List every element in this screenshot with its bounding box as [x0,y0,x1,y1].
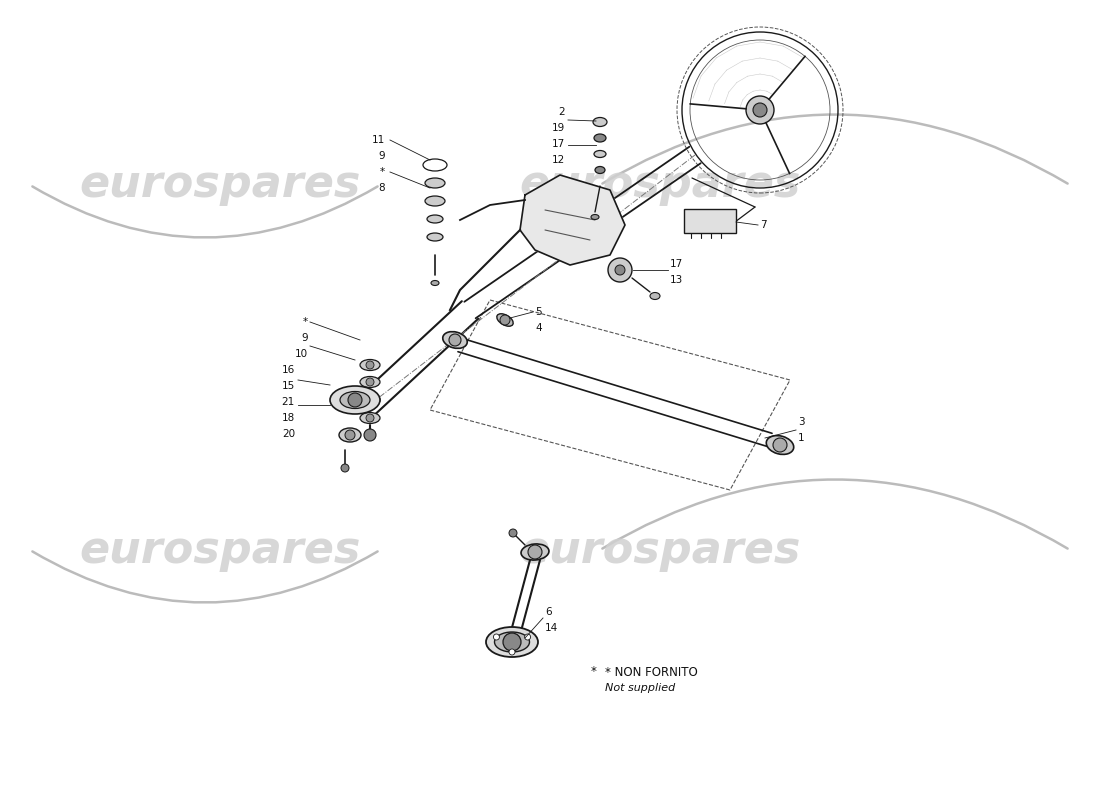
Text: 2: 2 [559,107,565,117]
Circle shape [773,438,786,452]
Text: 19: 19 [552,123,565,133]
Ellipse shape [330,386,380,414]
Text: *: * [302,317,308,327]
Text: 17: 17 [670,259,683,269]
Text: *: * [379,167,385,177]
Circle shape [366,414,374,422]
Text: eurospares: eurospares [79,529,361,571]
Ellipse shape [442,332,468,348]
Circle shape [345,430,355,440]
Ellipse shape [650,293,660,299]
Text: 4: 4 [535,323,541,333]
Circle shape [366,378,374,386]
Ellipse shape [425,178,446,188]
Circle shape [366,361,374,369]
Circle shape [494,634,499,640]
Text: 13: 13 [670,275,683,285]
Text: 21: 21 [282,397,295,407]
Circle shape [509,529,517,537]
Ellipse shape [360,359,379,370]
Ellipse shape [431,281,439,286]
Text: eurospares: eurospares [79,163,361,206]
Text: 15: 15 [282,381,295,391]
Text: 3: 3 [798,417,804,427]
FancyArrowPatch shape [32,186,377,238]
Ellipse shape [486,627,538,657]
Ellipse shape [427,215,443,223]
Text: 1: 1 [798,433,804,443]
Ellipse shape [495,632,529,652]
Ellipse shape [427,233,443,241]
Text: 9: 9 [301,333,308,343]
FancyArrowPatch shape [32,551,377,602]
Text: 18: 18 [282,413,295,423]
Circle shape [364,429,376,441]
Circle shape [525,634,530,640]
Text: *: * [591,666,597,678]
Circle shape [366,396,374,404]
Text: 7: 7 [760,220,767,230]
Circle shape [615,265,625,275]
Text: 17: 17 [552,139,565,149]
Text: eurospares: eurospares [519,529,801,571]
Circle shape [500,315,510,325]
Text: 8: 8 [378,183,385,193]
Ellipse shape [339,428,361,442]
Circle shape [754,103,767,117]
Text: 9: 9 [378,151,385,161]
Circle shape [341,464,349,472]
Ellipse shape [497,314,514,326]
Ellipse shape [340,391,370,409]
Ellipse shape [360,394,379,406]
Text: 14: 14 [544,623,558,633]
FancyArrowPatch shape [603,479,1068,549]
FancyBboxPatch shape [684,209,736,233]
Circle shape [348,393,362,407]
Text: * NON FORNITO: * NON FORNITO [605,666,697,678]
Text: 6: 6 [544,607,551,617]
Ellipse shape [521,544,549,560]
Circle shape [746,96,774,124]
Text: 10: 10 [295,349,308,359]
Ellipse shape [425,196,446,206]
Ellipse shape [593,118,607,126]
Text: 12: 12 [552,155,565,165]
Polygon shape [520,175,625,265]
Ellipse shape [360,413,379,423]
Ellipse shape [594,134,606,142]
Ellipse shape [591,214,600,219]
Ellipse shape [594,150,606,158]
Text: 11: 11 [372,135,385,145]
Text: eurospares: eurospares [519,163,801,206]
Circle shape [503,633,521,651]
Circle shape [509,649,515,655]
Circle shape [449,334,461,346]
Text: 16: 16 [282,365,295,375]
Ellipse shape [595,166,605,174]
Ellipse shape [360,377,379,387]
Text: 5: 5 [535,307,541,317]
Ellipse shape [767,435,794,454]
FancyArrowPatch shape [603,114,1068,183]
Text: 20: 20 [282,429,295,439]
Circle shape [608,258,632,282]
Text: Not supplied: Not supplied [605,683,675,693]
Circle shape [528,545,542,559]
